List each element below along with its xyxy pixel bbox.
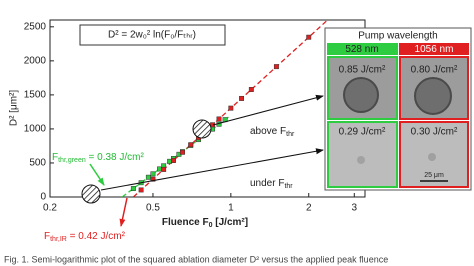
arrow (89, 163, 105, 186)
crater (414, 77, 452, 115)
formula-box (79, 24, 226, 46)
threshold-circle (81, 184, 101, 204)
panel-title: Pump wavelength (358, 31, 438, 42)
crater (343, 77, 379, 113)
data-point (170, 158, 176, 163)
data-point (188, 142, 194, 148)
data-point (179, 149, 185, 155)
data-point (216, 116, 222, 122)
above-circle (192, 119, 212, 139)
green-threshold-label: Fthr,green = 0.38 J/cm² (52, 152, 144, 164)
y-axis-label: D² [μm²] (9, 90, 20, 127)
data-point (273, 64, 279, 70)
header-528 (327, 43, 398, 55)
data-point (248, 87, 254, 92)
x-axis-label: Fluence F0 [J/cm²] (162, 217, 248, 229)
ir-threshold-label: Fthr,IR = 0.42 J/cm² (44, 231, 126, 243)
crater-image (327, 121, 398, 188)
crater (428, 153, 436, 161)
data-point (161, 166, 167, 172)
data-point (130, 186, 136, 192)
header-1056 (399, 43, 469, 55)
data-point (145, 174, 151, 180)
header-label: 1056 nm (415, 44, 454, 55)
image-fluence: 0.29 J/cm² (339, 127, 386, 138)
x-tick-label: 1 (228, 203, 234, 214)
data-point (228, 105, 234, 111)
caption: Fig. 1. Semi-logarithmic plot of the squ… (4, 254, 388, 264)
data-point (150, 176, 156, 182)
arrow (119, 197, 128, 227)
image-panel: Pump wavelength 528 nm 1056 nm 0.85 J/cm… (324, 27, 472, 191)
image-fluence: 0.85 J/cm² (339, 65, 386, 76)
y-tick-label: 1000 (24, 124, 47, 135)
data-point (239, 95, 245, 101)
arrow (212, 94, 324, 126)
formula: D² = 2w₀² ln(F₀/Fₜₕᵣ) (108, 30, 196, 41)
y-tick-label: 2000 (24, 55, 47, 66)
crater (357, 156, 365, 164)
image-fluence: 0.30 J/cm² (411, 127, 458, 138)
x-tick-label: 0.5 (146, 203, 160, 214)
header-label: 528 nm (345, 44, 378, 55)
plot-area (49, 19, 366, 198)
image-fluence: 0.80 J/cm² (411, 65, 458, 76)
data-point (306, 34, 312, 40)
y-tick-label: 2500 (24, 21, 47, 32)
scale-bar-label: 25 μm (424, 172, 444, 179)
y-tick-label: 500 (29, 158, 46, 169)
under-label: under Fthr (250, 178, 293, 190)
data-point (150, 171, 156, 177)
above-label: above Fthr (250, 126, 295, 138)
x-tick-label: 0.2 (43, 203, 57, 214)
y-tick-label: 0 (40, 192, 46, 203)
arrow (100, 148, 324, 191)
data-point (157, 166, 162, 172)
x-tick-label: 3 (352, 203, 358, 214)
y-tick-label: 1500 (24, 90, 47, 101)
data-point (138, 187, 144, 193)
x-tick-label: 2 (306, 203, 312, 214)
